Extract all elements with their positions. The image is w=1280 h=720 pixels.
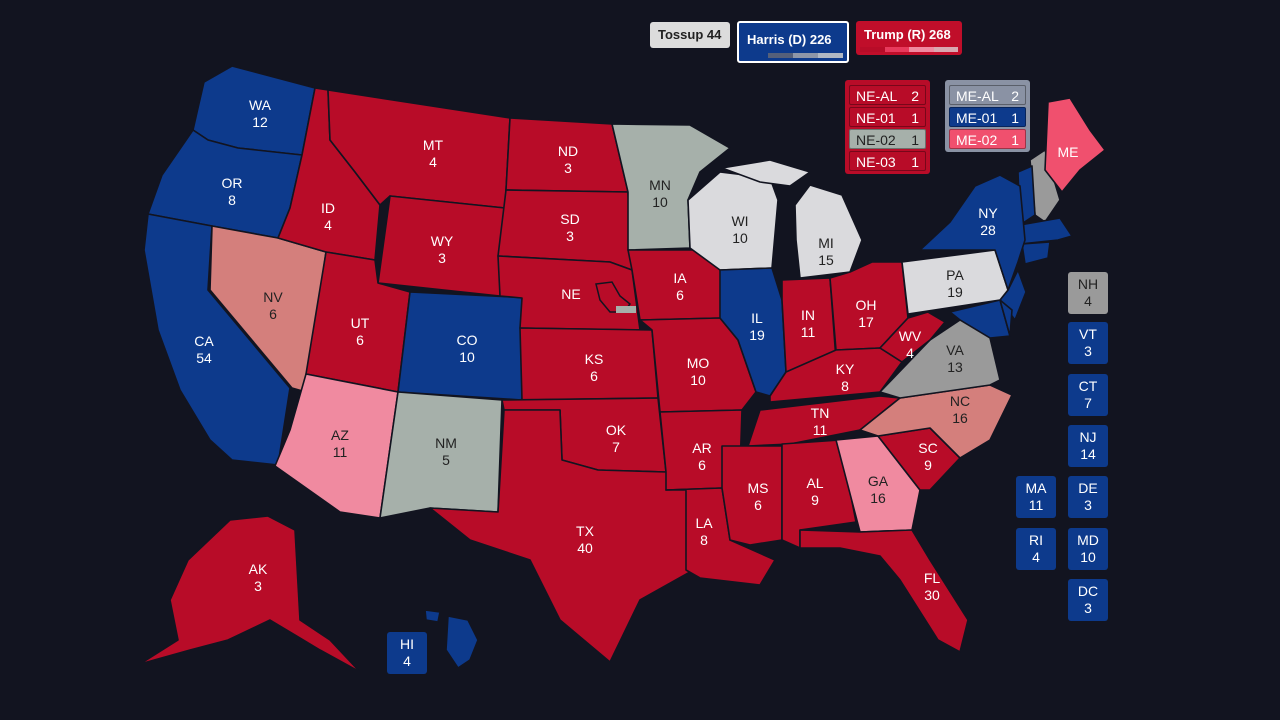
maine-districts-panel: ME-AL 2 ME-01 1 ME-02 1	[945, 80, 1030, 152]
small-state-label: NH	[1077, 276, 1099, 292]
state-pa[interactable]	[901, 249, 1009, 315]
state-ga[interactable]	[835, 435, 921, 533]
state-mi[interactable]	[721, 159, 863, 279]
nebraska-districts-panel: NE-AL 2 NE-01 1 NE-02 1 NE-03 1	[845, 80, 930, 174]
small-state-label: CT	[1078, 378, 1098, 394]
small-state-nh[interactable]: NH 4	[1068, 272, 1108, 314]
small-state-hi[interactable]: HI 4	[387, 632, 427, 674]
small-state-de[interactable]: DE 3	[1068, 476, 1108, 518]
ne-district-ne-al[interactable]: NE-AL 2	[849, 85, 926, 105]
small-state-ev: 7	[1084, 395, 1092, 411]
trump-rating-bar	[860, 47, 958, 52]
state-hi[interactable]	[424, 609, 479, 669]
district-ev: 1	[911, 110, 919, 126]
small-state-nj[interactable]: NJ 14	[1068, 425, 1108, 467]
state-ct[interactable]	[1021, 241, 1051, 265]
district-ev: 1	[911, 132, 919, 148]
small-state-label: HI	[400, 636, 414, 652]
small-state-vt[interactable]: VT 3	[1068, 322, 1108, 364]
small-state-ev: 3	[1084, 497, 1092, 513]
state-ak[interactable]	[139, 515, 361, 673]
small-state-label: VT	[1079, 326, 1097, 342]
ne-02-area[interactable]	[616, 306, 636, 313]
district-ev: 1	[911, 154, 919, 170]
state-wv[interactable]	[879, 311, 946, 363]
small-state-ev: 4	[1084, 293, 1092, 309]
small-state-ev: 14	[1080, 446, 1096, 462]
small-state-ma[interactable]: MA 11	[1016, 476, 1056, 518]
small-state-ct[interactable]: CT 7	[1068, 374, 1108, 416]
district-label: ME-AL	[956, 88, 999, 104]
trump-total-button[interactable]: Trump (R) 268	[856, 21, 962, 55]
small-state-ev: 3	[1084, 343, 1092, 359]
me-district-me-01[interactable]: ME-01 1	[949, 107, 1026, 127]
state-de[interactable]	[999, 299, 1013, 337]
ne-district-ne-02[interactable]: NE-02 1	[849, 129, 926, 149]
small-state-label: NJ	[1079, 429, 1097, 445]
district-ev: 1	[1011, 132, 1019, 148]
small-state-ri[interactable]: RI 4	[1016, 528, 1056, 570]
state-co[interactable]	[397, 291, 533, 401]
small-state-ev: 11	[1028, 497, 1044, 513]
small-state-label: RI	[1029, 532, 1043, 548]
state-ma[interactable]	[1019, 217, 1073, 245]
district-label: NE-AL	[856, 88, 898, 104]
district-ev: 1	[1011, 110, 1019, 126]
ne-district-ne-01[interactable]: NE-01 1	[849, 107, 926, 127]
small-state-label: MD	[1077, 532, 1099, 548]
district-ev: 2	[911, 88, 919, 104]
state-ca[interactable]	[143, 213, 291, 466]
district-label: NE-03	[856, 154, 896, 170]
state-az[interactable]	[274, 373, 399, 519]
state-ny[interactable]	[919, 174, 1026, 291]
small-state-ev: 3	[1084, 600, 1092, 616]
small-state-ev: 10	[1080, 549, 1096, 565]
harris-rating-bar	[743, 53, 843, 58]
district-label: ME-01	[956, 110, 998, 126]
small-state-ev: 4	[403, 653, 411, 669]
ne-district-ne-03[interactable]: NE-03 1	[849, 151, 926, 171]
small-state-md[interactable]: MD 10	[1068, 528, 1108, 570]
state-va[interactable]	[879, 319, 1001, 399]
state-nd[interactable]	[505, 117, 629, 193]
trump-total-label: Trump (R) 268	[864, 27, 951, 42]
harris-total-button[interactable]: Harris (D) 226	[737, 21, 849, 63]
state-wi[interactable]	[687, 171, 779, 271]
small-state-label: MA	[1025, 480, 1047, 496]
harris-total-label: Harris (D) 226	[747, 32, 832, 47]
small-state-ev: 4	[1032, 549, 1040, 565]
state-ky[interactable]	[769, 347, 903, 403]
me-district-me-al[interactable]: ME-AL 2	[949, 85, 1026, 105]
state-tx[interactable]	[429, 409, 691, 663]
state-ks[interactable]	[519, 327, 659, 401]
small-state-dc[interactable]: DC 3	[1068, 579, 1108, 621]
district-label: NE-02	[856, 132, 896, 148]
state-wy[interactable]	[377, 195, 506, 297]
state-nm[interactable]	[379, 391, 503, 519]
state-ms[interactable]	[721, 445, 783, 546]
district-label: NE-01	[856, 110, 896, 126]
state-me[interactable]	[1044, 97, 1106, 193]
small-state-label: DE	[1078, 480, 1098, 496]
district-ev: 2	[1011, 88, 1019, 104]
state-fl[interactable]	[799, 529, 969, 653]
tossup-total-button[interactable]: Tossup 44	[650, 22, 730, 48]
small-state-label: DC	[1077, 583, 1099, 599]
me-district-me-02[interactable]: ME-02 1	[949, 129, 1026, 149]
district-label: ME-02	[956, 132, 998, 148]
